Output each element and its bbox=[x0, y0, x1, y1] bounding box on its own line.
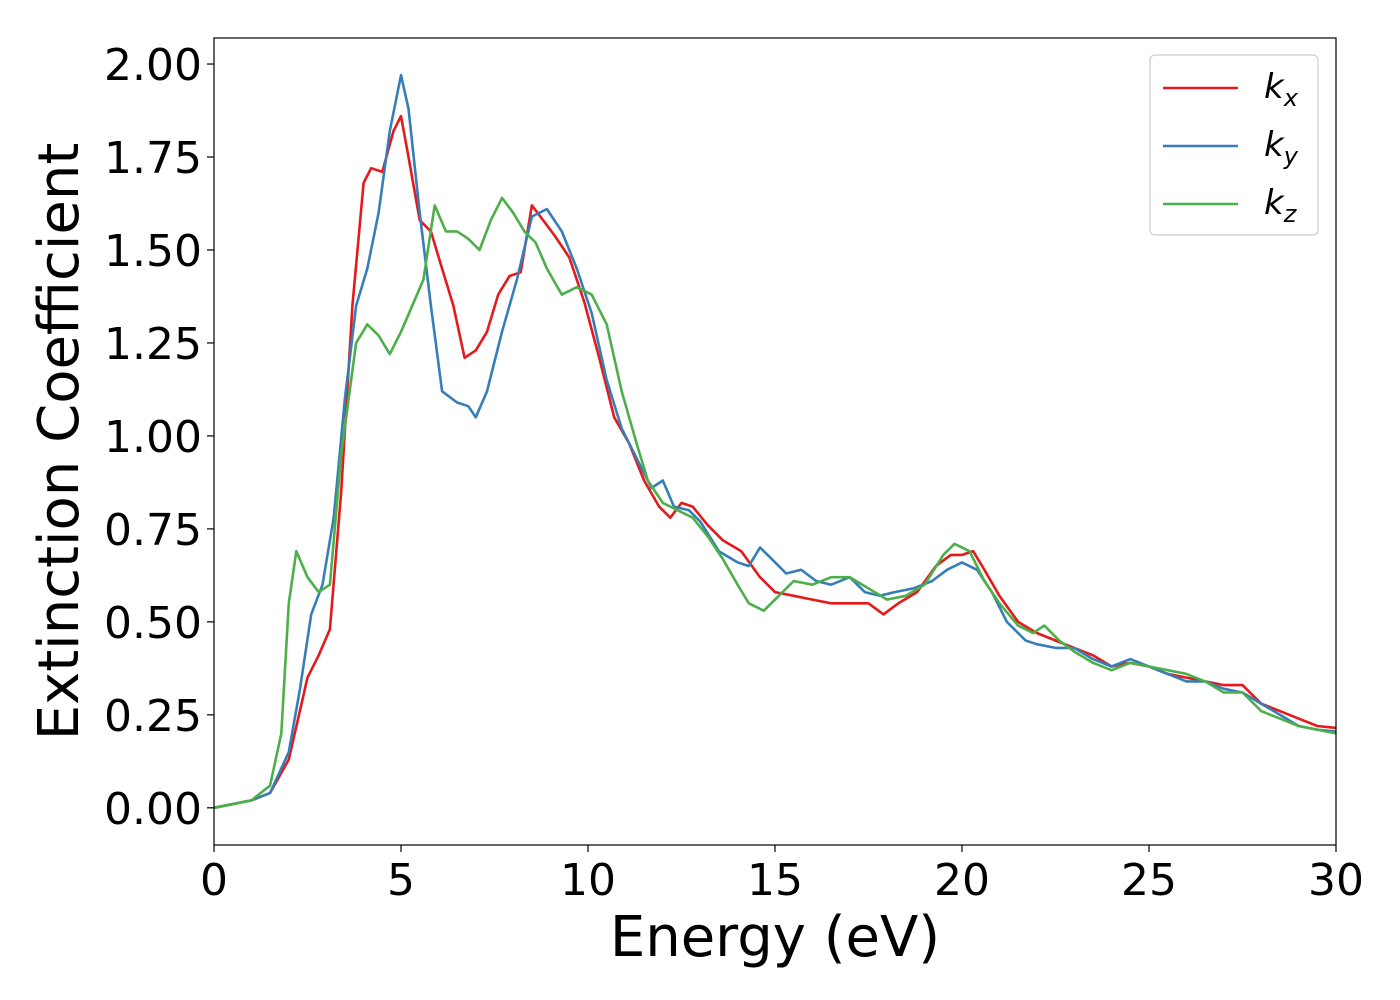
y-tick-label: 0.50 bbox=[104, 598, 202, 649]
legend-label-ky: ky bbox=[1264, 125, 1299, 170]
legend-label-base: k bbox=[1264, 67, 1285, 107]
x-tick-label: 15 bbox=[747, 855, 803, 906]
y-axis: 0.00 0.25 0.50 0.75 1.00 1.25 1.50 1.75 2.00 bbox=[104, 40, 214, 835]
x-tick-label: 30 bbox=[1308, 855, 1364, 906]
y-axis-title: Extinction Coefficient bbox=[27, 143, 92, 741]
y-tick-label: 1.50 bbox=[104, 226, 202, 277]
legend-label-kx: kx bbox=[1264, 67, 1299, 112]
y-tick-label: 0.25 bbox=[104, 691, 202, 742]
x-tick-label: 25 bbox=[1121, 855, 1177, 906]
legend-label-subscript: z bbox=[1283, 200, 1298, 228]
y-tick-label: 1.25 bbox=[104, 319, 202, 370]
series-line-kz bbox=[213, 196, 1337, 810]
y-tick-label: 1.75 bbox=[104, 133, 202, 184]
y-tick-label: 2.00 bbox=[104, 40, 202, 91]
legend-label-subscript: y bbox=[1283, 142, 1299, 170]
x-tick-label: 5 bbox=[387, 855, 415, 906]
legend-label-subscript: x bbox=[1283, 84, 1299, 112]
x-axis: 0 5 10 15 20 25 30 bbox=[200, 845, 1364, 906]
x-axis-title: Energy (eV) bbox=[610, 905, 940, 970]
series-layer bbox=[213, 73, 1337, 810]
y-tick-label: 0.75 bbox=[104, 505, 202, 556]
x-tick-label: 10 bbox=[560, 855, 616, 906]
y-tick-label: 1.00 bbox=[104, 412, 202, 463]
x-tick-label: 20 bbox=[934, 855, 990, 906]
legend-label-kz: kz bbox=[1264, 183, 1298, 228]
legend-label-base: k bbox=[1264, 125, 1285, 165]
y-tick-label: 0.00 bbox=[104, 784, 202, 835]
legend-label-base: k bbox=[1264, 183, 1285, 223]
x-tick-label: 0 bbox=[200, 855, 228, 906]
plot-area: 0 5 10 15 20 25 30 0.00 0.25 0.50 0.75 1.00 1.25 1.5… bbox=[104, 37, 1364, 906]
